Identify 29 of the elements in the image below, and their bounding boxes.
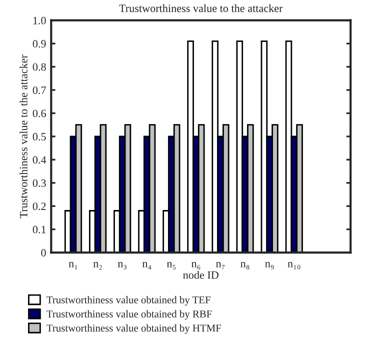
y-tick-label: 0.4 xyxy=(32,156,46,164)
y-tick-label: 1.0 xyxy=(33,16,46,24)
bar xyxy=(187,40,194,253)
y-tick-label: 0.6 xyxy=(32,110,46,118)
y-tick-label: 0.9 xyxy=(32,40,46,48)
legend-label: Trustworthiness value obtained by HTMF xyxy=(46,324,222,334)
y-axis-title: Trustworthiness value to the attacker xyxy=(20,54,28,218)
x-tick-label: n₉ xyxy=(265,262,274,270)
y-tick-label: 0 xyxy=(41,249,46,257)
x-tick-label: n₇ xyxy=(216,262,225,270)
bar xyxy=(212,40,218,253)
x-tick-label: n₂ xyxy=(93,262,102,270)
legend-label: Trustworthiness value obtained by RBF xyxy=(46,310,212,320)
y-tick-label: 0.3 xyxy=(32,179,46,187)
x-tick-label: n₆ xyxy=(192,262,200,270)
x-tick-label: n₅ xyxy=(166,262,176,270)
x-tick-label: n₄ xyxy=(142,262,152,270)
y-tick-label: 0.1 xyxy=(32,226,46,234)
x-tick-label: n₁ xyxy=(68,262,78,270)
y-tick-label: 0.8 xyxy=(32,63,46,71)
y-tick-label: 0.7 xyxy=(32,86,46,94)
x-axis-title: node ID xyxy=(183,270,218,279)
x-tick-label: n₈ xyxy=(240,262,250,270)
y-tick-label: 0.2 xyxy=(32,202,46,210)
chart-title: Trustworthiness value to the attacker xyxy=(119,4,283,12)
y-tick-label: 0.5 xyxy=(32,132,46,140)
x-tick-label: n₃ xyxy=(118,262,126,270)
legend-label: Trustworthiness value obtained by TEF xyxy=(46,296,210,306)
x-tick-label: n₁₀ xyxy=(288,262,300,270)
